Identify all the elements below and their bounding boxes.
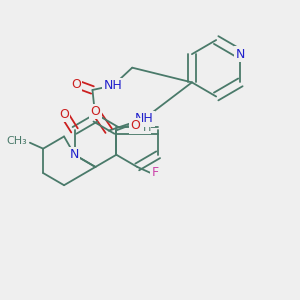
Text: F: F <box>151 167 158 179</box>
Text: N: N <box>70 148 79 161</box>
Text: H: H <box>142 123 151 133</box>
Text: O: O <box>71 77 81 91</box>
Text: NH: NH <box>104 79 122 92</box>
Text: O: O <box>91 105 100 118</box>
Text: O: O <box>59 107 69 121</box>
Text: O: O <box>130 119 140 132</box>
Text: N: N <box>236 48 245 61</box>
Text: CH₃: CH₃ <box>6 136 27 146</box>
Text: NH: NH <box>135 112 153 125</box>
